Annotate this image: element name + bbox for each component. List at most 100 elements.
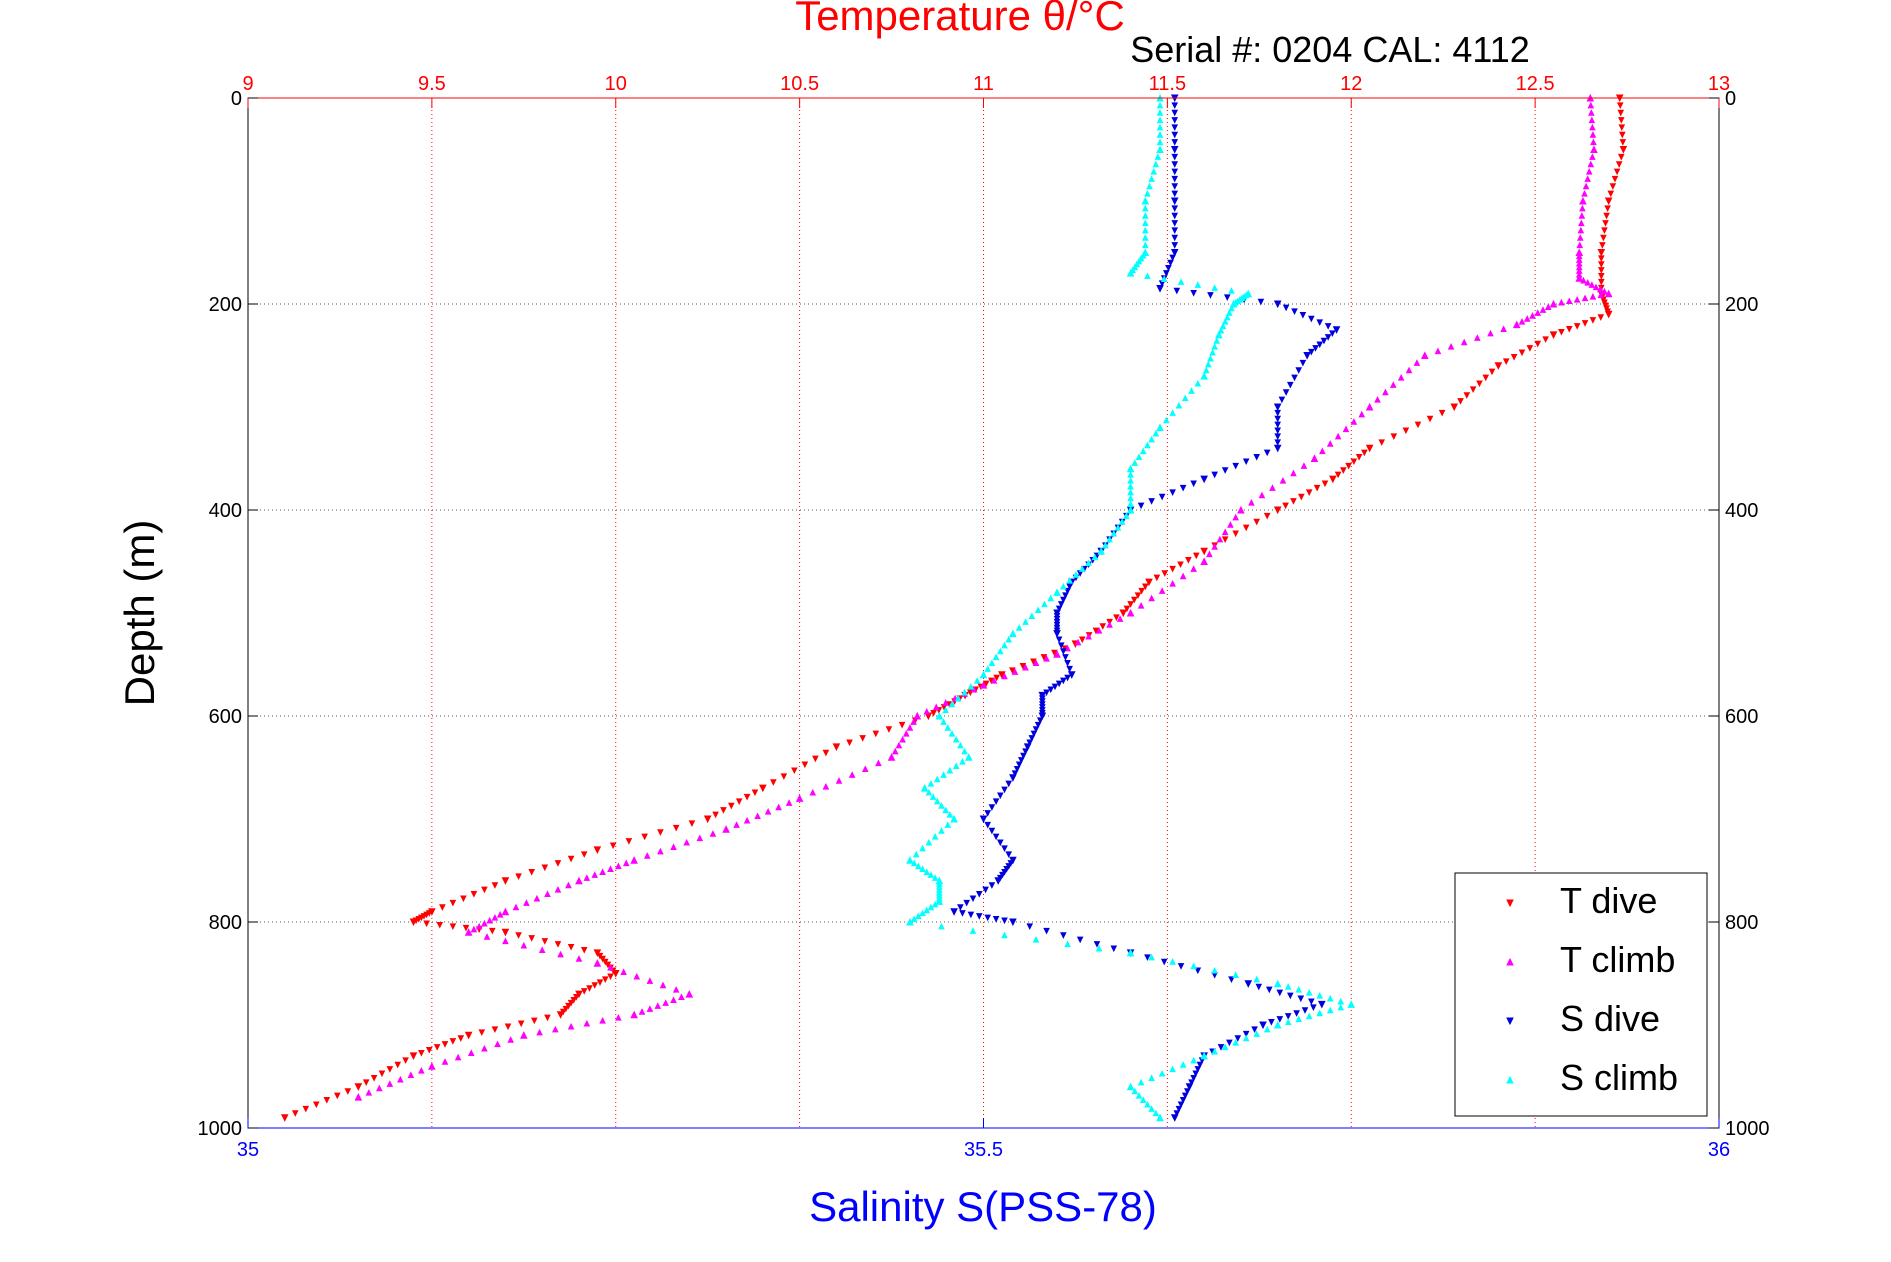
data-point [895,741,903,749]
data-point [1397,373,1405,381]
data-point [449,1038,457,1045]
data-point [1258,491,1266,499]
data-point [967,682,975,690]
data-point [433,1044,441,1051]
data-point [1549,331,1558,340]
data-point [1171,183,1179,190]
data-point [615,862,622,870]
data-point [743,816,751,824]
data-point [1259,1021,1267,1030]
data-point [1316,1009,1324,1017]
data-point [630,856,638,864]
data-point [1597,249,1606,257]
data-point [1202,366,1210,374]
data-point [354,1083,363,1091]
data-point [1170,197,1179,206]
data-point [1581,320,1589,327]
data-point [1276,1016,1284,1023]
data-point [657,847,664,855]
data-point [1242,1030,1250,1038]
data-point [1213,337,1221,344]
data-point [1358,410,1366,418]
data-point [1154,153,1162,160]
data-point [1297,995,1305,1003]
data-point [1217,326,1225,334]
data-point [1350,458,1358,466]
data-point [554,860,562,867]
data-point [1232,530,1239,538]
data-point [1228,976,1235,984]
data-point [394,1061,402,1069]
series-s-dive [950,94,1341,1122]
data-point [1534,340,1542,348]
data-point [969,895,977,903]
data-point [1308,315,1315,323]
data-point [1169,579,1176,587]
data-point [992,833,1000,841]
legend-label: S climb [1560,1057,1678,1098]
data-point [1072,571,1080,578]
data-point [1607,190,1615,198]
data-point [1142,241,1149,249]
data-point [1242,458,1250,466]
data-point [1177,561,1184,569]
data-point [1173,287,1181,295]
data-point [1316,991,1324,999]
data-point [935,897,944,905]
data-point [912,850,920,858]
data-point [1160,958,1168,966]
data-point [672,986,680,993]
data-point [1034,606,1042,614]
data-point [1036,717,1044,725]
data-point [997,792,1004,800]
data-point [1156,285,1164,293]
data-point [1171,109,1179,117]
data-point [567,944,575,951]
data-point [1340,467,1347,474]
data-point [1542,336,1549,343]
data-point [643,852,651,859]
data-point [1242,1034,1250,1042]
data-point [887,753,896,761]
data-point [1324,334,1332,341]
data-point [846,739,853,747]
data-point [1293,1010,1300,1017]
data-point [397,1075,404,1083]
data-point [1055,636,1063,644]
data-point [1355,454,1363,461]
data-point [1196,1061,1204,1069]
data-point [1028,735,1036,742]
data-point [1609,183,1617,190]
data-point [1106,535,1113,543]
data-point [984,665,992,672]
data-point [946,810,954,818]
data-point [1310,454,1319,462]
data-point [988,882,996,889]
data-point [501,928,510,937]
data-point [470,891,478,898]
legend-marker [1506,957,1514,966]
data-point [1487,329,1494,337]
data-point [1299,359,1307,367]
data-point [531,1017,538,1025]
data-point [950,908,958,916]
data-point [1175,1105,1183,1113]
data-point [670,843,677,850]
data-point [1085,632,1092,640]
data-point [915,912,922,920]
data-point [344,1088,352,1095]
data-point [607,963,614,971]
data-point [703,815,712,824]
y-tick-label-right: 400 [1725,500,1758,522]
data-point [501,877,510,885]
data-point [919,865,926,873]
legend-label: T climb [1560,939,1675,980]
data-point [1142,234,1149,241]
data-point [454,1053,462,1061]
data-point [1169,1065,1176,1073]
data-point [812,755,819,763]
data-point [1211,284,1218,291]
data-point [1148,594,1155,602]
data-point [1170,1114,1179,1122]
data-point [378,1070,386,1078]
